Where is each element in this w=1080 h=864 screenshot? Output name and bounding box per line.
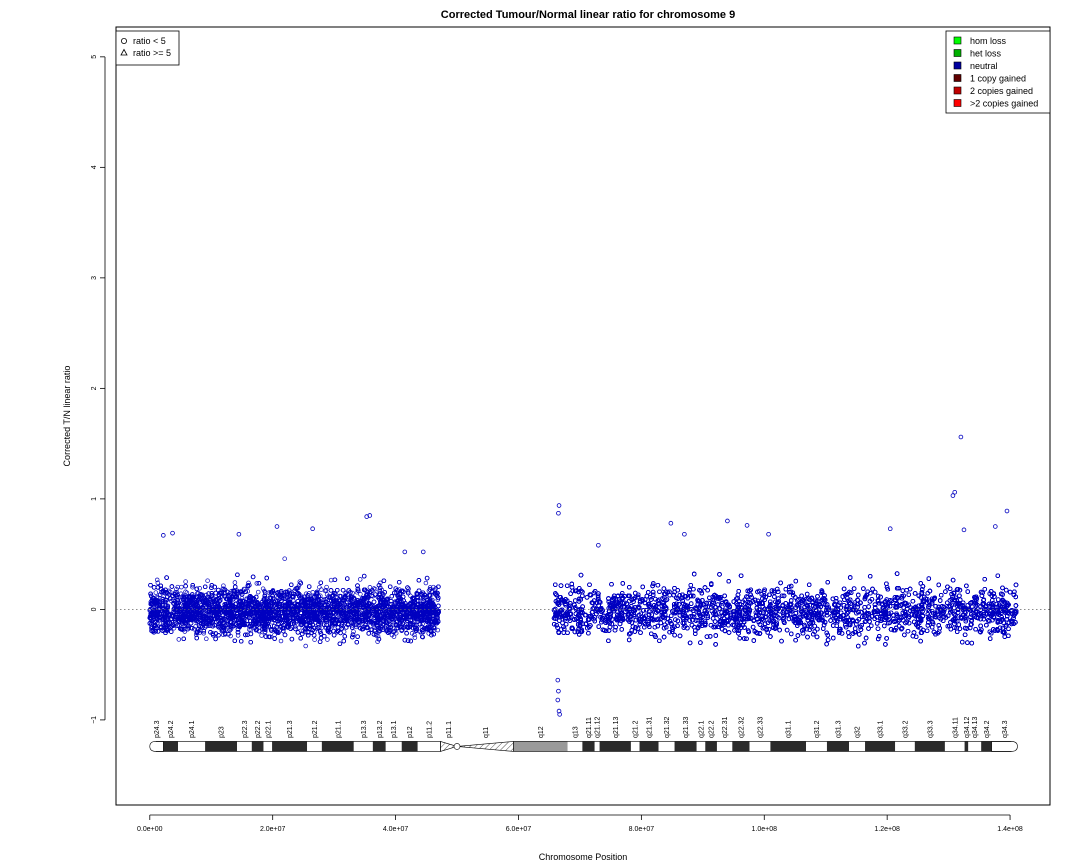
- data-point: [235, 633, 241, 638]
- data-point: [431, 584, 436, 590]
- data-point: [254, 581, 260, 586]
- data-point: [259, 633, 264, 638]
- data-point: [314, 626, 320, 631]
- data-point: [303, 643, 308, 649]
- data-point: [229, 588, 234, 594]
- data-point: [221, 583, 226, 588]
- data-point: [319, 587, 324, 592]
- data-point: [205, 578, 210, 583]
- chart-title: Corrected Tumour/Normal linear ratio for…: [441, 9, 735, 21]
- data-point: [282, 556, 287, 561]
- data-point: [154, 595, 159, 600]
- data-point: [153, 590, 159, 595]
- data-point: [406, 586, 411, 592]
- data-point: [278, 638, 284, 644]
- data-point: [183, 579, 188, 584]
- data-point: [312, 637, 317, 642]
- data-point: [323, 587, 329, 593]
- data-point: [179, 584, 184, 590]
- data-point: [292, 624, 298, 629]
- data-point: [184, 590, 190, 595]
- data-point: [221, 586, 227, 592]
- data-point: [245, 589, 251, 594]
- data-point: [190, 584, 195, 590]
- data-point: [391, 634, 397, 639]
- data-point: [177, 623, 182, 628]
- data-point: [154, 577, 160, 583]
- data-point: [255, 589, 261, 595]
- data-point: [341, 629, 347, 634]
- scatter-points: [147, 556, 1019, 649]
- data-point: [201, 631, 206, 636]
- data-point: [367, 585, 373, 590]
- data-point: [354, 589, 360, 595]
- data-point: [375, 639, 380, 644]
- data-point: [155, 580, 161, 586]
- data-point: [260, 586, 266, 591]
- data-point: [423, 580, 429, 586]
- data-point: [412, 632, 417, 638]
- data-point: [358, 592, 363, 597]
- data-point: [322, 588, 328, 594]
- data-point: [412, 635, 418, 640]
- plot-frame: [115, 26, 1051, 806]
- data-point: [193, 632, 199, 637]
- data-point: [325, 637, 330, 642]
- data-point: [351, 629, 356, 634]
- data-point: [197, 586, 202, 591]
- data-point: [191, 626, 197, 632]
- data-point: [176, 637, 182, 642]
- data-point: [378, 580, 383, 586]
- data-point: [347, 595, 352, 601]
- data-point: [324, 584, 329, 590]
- data-point: [204, 636, 209, 642]
- data-point: [310, 590, 316, 595]
- data-point: [328, 577, 334, 583]
- data-point: [357, 577, 363, 582]
- data-point: [232, 580, 238, 585]
- data-point: [334, 602, 339, 607]
